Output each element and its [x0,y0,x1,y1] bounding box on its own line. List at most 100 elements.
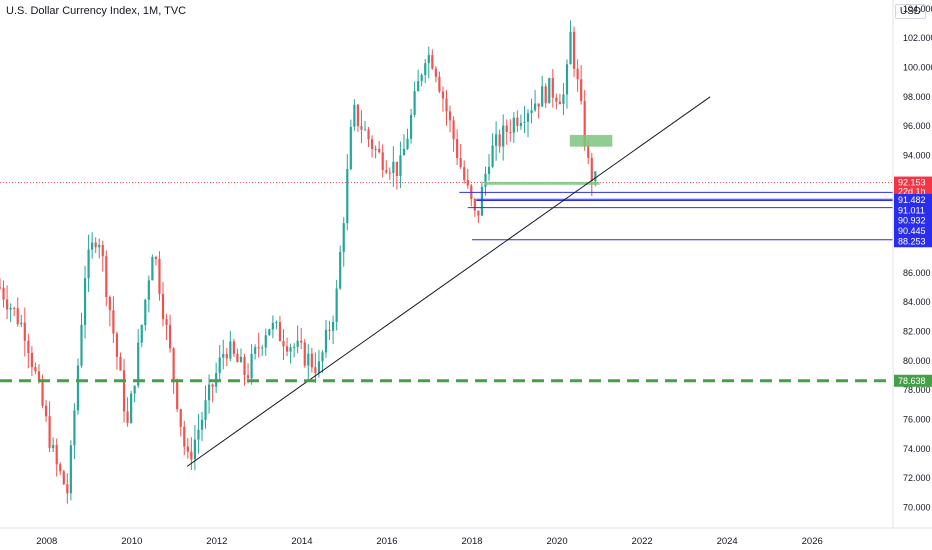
price-label: 92.153 [898,178,926,188]
candle-body [441,91,445,99]
candle-body [409,114,413,139]
candle-body [541,86,544,107]
price-label: 22d 1h [898,186,926,196]
candle-body [509,132,512,134]
y-tick-label: 102.000 [903,33,932,43]
y-tick-label: 78.000 [903,385,931,395]
candle-body [321,352,324,362]
y-tick-label: 70.000 [903,502,931,512]
candle-body [548,78,551,104]
candle-body [140,325,143,343]
candle-body [232,341,235,354]
candle-body [594,171,597,182]
price-label: 78.638 [898,376,926,386]
candle-body [356,104,360,127]
candle-body [62,471,65,485]
candle-body [9,307,12,310]
y-tick-label: 84.000 [903,297,931,307]
y-tick-label: 76.000 [903,414,931,424]
candle-body [105,256,108,297]
price-label: 91.011 [898,205,925,215]
candle-body [587,145,590,158]
candle-body [257,347,260,349]
candle-body [420,75,423,82]
candle-body [2,287,5,300]
y-tick-label: 80.000 [903,356,931,366]
candle-body [94,242,97,248]
candle-body [544,86,547,104]
candle-body [229,341,232,359]
candle-body [569,31,572,65]
candle-body [76,365,80,411]
candle-body [176,379,179,410]
candle-body [34,367,37,372]
y-tick-label: 98.000 [903,92,931,102]
candle-body [179,409,182,427]
candle-body [445,98,448,112]
candle-body [154,257,158,259]
candle-body [158,258,161,294]
candle-body [448,111,452,121]
candle-body [452,120,455,140]
candle-body [37,371,41,380]
candle-body [388,172,391,174]
candle-body [27,340,30,353]
candle-body [52,445,55,449]
candle-body [41,379,44,406]
candle-body [243,356,246,376]
candle-body [261,347,264,349]
candle-body [342,223,345,252]
candle-body [533,103,537,111]
candle-body [473,199,476,211]
candle-body [353,104,356,127]
candle-body [59,464,62,472]
candle-body [293,346,296,348]
candle-body [112,310,115,334]
candle-body [590,157,593,182]
trendline [186,96,711,467]
price-label-bg [894,225,932,237]
candle-body [402,148,406,156]
candle-body [459,158,462,168]
candle-body [30,352,33,368]
candle-body [480,186,484,216]
candle-body [264,335,267,348]
candle-body [0,287,2,289]
currency-button[interactable]: USD [894,4,926,19]
candle-body [580,79,583,101]
price-label-bg [894,374,932,387]
candle-body [558,101,561,104]
candle-body [66,484,69,494]
candle-body [296,340,299,347]
candle-body [44,405,48,417]
chart-title: U.S. Dollar Currency Index, 1M, TVC [6,5,187,17]
candle-body [491,145,494,167]
candle-body [346,169,349,224]
price-label-bg [894,214,932,227]
candle-body [218,357,221,374]
price-label: 90.932 [898,216,926,226]
x-tick-label: 2020 [546,536,567,547]
candle-body [239,356,243,363]
candle-body [335,288,338,322]
candle-body [200,419,204,430]
candle-body [565,64,569,95]
candle-body [271,322,274,330]
candle-body [417,81,420,92]
candle-body [91,242,94,250]
price-label-bg [894,204,932,217]
candle-body [572,31,576,69]
candle-body [87,249,90,279]
candle-body [168,324,172,349]
candle-body [115,333,119,357]
candle-body [186,446,189,452]
y-tick-label: 74.000 [903,444,931,454]
candle-body [289,347,292,352]
candle-body [555,97,558,102]
price-label: 91.482 [898,195,926,205]
candle-body [130,393,133,424]
green-zone [484,181,600,185]
candle-body [523,121,526,123]
candle-body [562,94,565,104]
